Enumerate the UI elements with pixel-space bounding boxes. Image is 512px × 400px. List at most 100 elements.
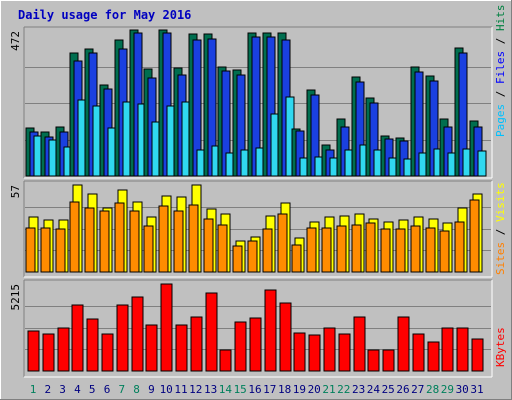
x-tick-day-3: 3 [59,383,66,396]
x-tick-day-14: 14 [219,383,233,396]
bar-kbytes-day-29 [441,327,454,372]
bar-sites-day-3 [55,228,66,273]
bar-sites-day-19 [291,244,302,273]
bar-kbytes-day-16 [249,317,262,372]
x-tick-day-10: 10 [160,383,173,396]
bar-sites-day-16 [247,240,258,273]
x-tick-day-22: 22 [337,383,350,396]
bar-kbytes-day-24 [367,349,380,372]
legend-item-sites: Sites [494,242,507,275]
legend-separator: / [494,222,507,242]
bar-sites-day-23 [351,224,362,273]
bar-sites-day-26 [395,228,406,273]
x-tick-day-29: 29 [441,383,454,396]
bar-sites-day-2 [40,227,51,273]
x-tick-day-5: 5 [89,383,96,396]
x-tick-day-15: 15 [234,383,247,396]
bar-kbytes-day-23 [353,316,366,372]
bar-sites-day-11 [173,210,184,273]
bar-kbytes-day-3 [57,327,70,372]
bar-kbytes-day-17 [264,289,277,372]
bar-sites-day-20 [306,227,317,273]
legend-item-files: Files [494,51,507,84]
x-tick-day-9: 9 [148,383,155,396]
bar-kbytes-day-10 [160,283,173,372]
x-tick-day-31: 31 [470,383,483,396]
bar-sites-day-15 [232,245,243,273]
bar-sites-day-10 [158,205,169,273]
bar-kbytes-day-18 [279,302,292,372]
x-tick-day-4: 4 [74,383,81,396]
panel-hits-files-pages: 472 Pages / Files / Hits [9,5,507,179]
legend-separator: / [494,31,507,51]
bar-kbytes-day-7 [116,304,129,372]
bar-kbytes-day-4 [71,304,84,372]
bar-pages-day-31 [477,150,487,177]
bar-kbytes-day-26 [397,316,410,372]
x-tick-day-18: 18 [278,383,291,396]
x-tick-day-12: 12 [189,383,202,396]
x-tick-day-13: 13 [204,383,217,396]
bar-sites-day-27 [410,225,421,273]
bar-kbytes-day-19 [293,332,306,372]
bar-kbytes-day-20 [308,334,321,372]
bar-kbytes-day-15 [234,321,247,372]
y-axis-max-label: 5215 [9,284,22,311]
bar-kbytes-day-21 [323,327,336,372]
x-tick-day-23: 23 [352,383,365,396]
x-tick-day-20: 20 [308,383,321,396]
bar-kbytes-day-9 [145,324,158,372]
bar-kbytes-day-25 [382,349,395,372]
x-tick-day-26: 26 [396,383,409,396]
bar-kbytes-day-27 [412,333,425,372]
bar-sites-day-14 [217,224,228,273]
legend-item-pages: Pages [494,104,507,137]
bar-sites-day-28 [425,227,436,273]
bar-kbytes-day-31 [471,338,484,372]
bar-kbytes-day-6 [101,333,114,372]
bar-sites-day-8 [129,210,140,273]
x-tick-day-27: 27 [411,383,424,396]
bar-sites-day-9 [143,225,154,273]
legend-hits-files-pages: Pages / Files / Hits [494,5,507,138]
bar-sites-day-29 [439,230,450,273]
bar-sites-day-24 [365,222,376,273]
x-tick-day-19: 19 [293,383,306,396]
bar-sites-day-31 [469,199,480,273]
x-tick-day-2: 2 [44,383,51,396]
x-tick-day-17: 17 [263,383,276,396]
x-tick-day-24: 24 [367,383,381,396]
bar-kbytes-day-22 [338,333,351,372]
x-tick-day-16: 16 [248,383,261,396]
bar-kbytes-day-13 [205,292,218,372]
panel-kbytes: 5215 KBytes [9,279,507,378]
y-axis-max-label: 57 [9,185,22,198]
bar-sites-day-6 [99,210,110,273]
bar-kbytes-day-8 [131,296,144,372]
x-tick-day-7: 7 [118,383,125,396]
legend-item-visits: Visits [494,182,507,222]
legend-separator: / [494,84,507,104]
bar-kbytes-day-28 [427,341,440,372]
x-tick-day-28: 28 [426,383,439,396]
x-tick-day-11: 11 [174,383,187,396]
bar-kbytes-day-30 [456,327,469,372]
legend-item-hits: Hits [494,5,507,32]
bar-sites-day-17 [262,228,273,273]
legend-visits-sites: Sites / Visits [494,182,507,275]
chart-title: Daily usage for May 2016 [18,8,191,22]
bar-sites-day-13 [203,218,214,273]
panel-visits-sites: 57 Sites / Visits [9,180,507,278]
x-tick-day-8: 8 [133,383,140,396]
bar-sites-day-1 [25,227,36,273]
bar-sites-day-25 [380,228,391,273]
legend-kbytes: KBytes [494,327,507,367]
bar-kbytes-day-1 [27,330,40,372]
bar-sites-day-4 [69,201,80,273]
bar-sites-day-12 [188,204,199,273]
bar-kbytes-day-5 [86,318,99,372]
bar-kbytes-day-14 [219,349,232,372]
bar-sites-day-21 [321,227,332,273]
